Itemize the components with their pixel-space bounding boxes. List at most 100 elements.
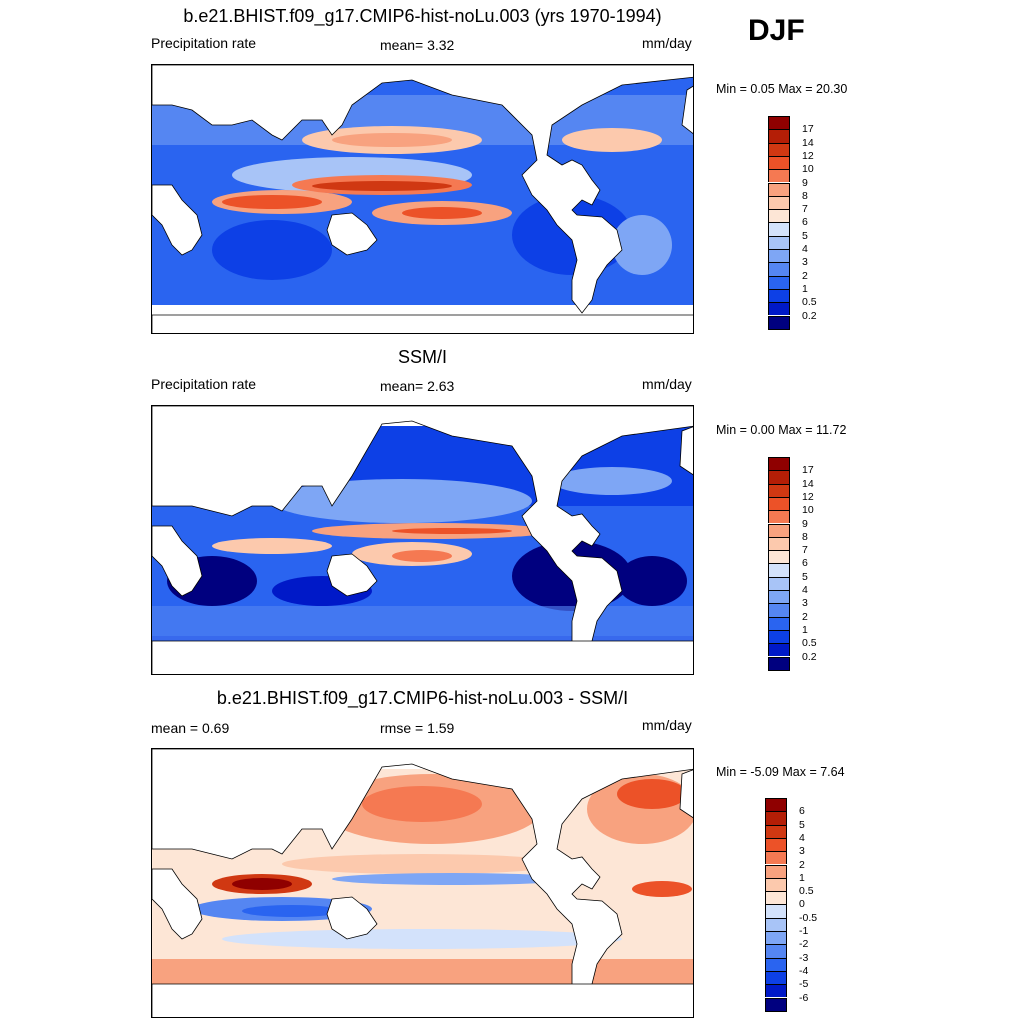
colorbar-swatch xyxy=(765,997,787,1012)
colorbar-label: 17 xyxy=(802,464,814,477)
colorbar-swatch xyxy=(768,155,790,170)
colorbar-label: -0.5 xyxy=(799,911,818,924)
colorbar-label: 12 xyxy=(802,490,814,503)
colorbar-swatch xyxy=(768,275,790,289)
colorbar-label: -6 xyxy=(799,991,809,1004)
panel-2-units: mm/day xyxy=(642,376,692,392)
panel-1-title: b.e21.BHIST.f09_g17.CMIP6-hist-noLu.003 … xyxy=(183,6,662,26)
panel-3-min-max: Min = -5.09 Max = 7.64 xyxy=(716,765,845,779)
colorbar-label: 3 xyxy=(802,256,808,269)
panel-1-map-canvas xyxy=(152,65,693,333)
colorbar-label: 9 xyxy=(802,176,808,189)
colorbar-swatch xyxy=(768,195,790,210)
season-label: DJF xyxy=(748,14,805,47)
panel-3-units: mm/day xyxy=(642,717,692,733)
colorbar-label: 0.5 xyxy=(802,637,817,650)
colorbar-swatch xyxy=(765,957,787,971)
panel-3-rmse: rmse = 1.59 xyxy=(380,720,455,736)
colorbar-label: 4 xyxy=(799,831,805,844)
colorbar-label: 7 xyxy=(802,544,808,557)
colorbar-label: 14 xyxy=(802,136,814,149)
colorbar-swatch xyxy=(768,129,790,143)
colorbar-swatch xyxy=(765,877,787,892)
panel-1-min-max: Min = 0.05 Max = 20.30 xyxy=(716,82,848,96)
panel-3-map xyxy=(151,748,694,1018)
colorbar-label: 12 xyxy=(802,149,814,162)
colorbar-swatch xyxy=(765,917,787,931)
colorbar-swatch xyxy=(765,944,787,958)
colorbar-label: 1 xyxy=(799,871,805,884)
colorbar-swatch xyxy=(768,563,790,577)
colorbar-swatch xyxy=(768,262,790,276)
colorbar-swatch xyxy=(768,496,790,511)
colorbar-label: 3 xyxy=(799,845,805,858)
panel-2-title: SSM/I xyxy=(397,347,447,367)
colorbar-swatch xyxy=(768,142,790,156)
panel-2-left-label: Precipitation rate xyxy=(151,376,257,392)
colorbar-swatch xyxy=(768,590,790,604)
panel-2-mean: mean= 2.63 xyxy=(380,378,455,394)
panel-3-mean: mean = 0.69 xyxy=(151,720,230,736)
colorbar-swatch xyxy=(768,483,790,497)
colorbar-label: 5 xyxy=(802,229,808,242)
colorbar-swatch xyxy=(768,222,790,236)
colorbar-label: 14 xyxy=(802,477,814,490)
colorbar-swatch xyxy=(768,510,790,524)
colorbar-label: 6 xyxy=(802,216,808,229)
colorbar-label: 1 xyxy=(802,282,808,295)
panel-2-map xyxy=(151,405,694,675)
colorbar-label: 1 xyxy=(802,623,808,636)
colorbar-label: 10 xyxy=(802,504,814,517)
colorbar-swatch xyxy=(768,116,790,130)
colorbar-swatch xyxy=(768,656,790,671)
panel-3-coastlines xyxy=(152,749,693,1017)
colorbar-label: 2 xyxy=(802,610,808,623)
colorbar-swatch xyxy=(768,603,790,617)
colorbar-label: 0.5 xyxy=(802,296,817,309)
colorbar-swatch xyxy=(768,249,790,263)
colorbar-swatch xyxy=(765,837,787,852)
panel-3-title: b.e21.BHIST.f09_g17.CMIP6-hist-noLu.003 … xyxy=(216,688,629,708)
panel-1-coastlines xyxy=(152,65,693,333)
colorbar-swatch xyxy=(768,550,790,564)
colorbar-swatch xyxy=(765,891,787,905)
colorbar-swatch xyxy=(768,470,790,484)
colorbar-swatch xyxy=(768,182,790,196)
colorbar-label: 10 xyxy=(802,163,814,176)
colorbar-label: 0.2 xyxy=(802,650,817,663)
colorbar-swatch xyxy=(768,209,790,223)
colorbar-label: -1 xyxy=(799,925,809,937)
colorbar-label: -4 xyxy=(799,964,809,977)
colorbar-label: 2 xyxy=(799,858,805,871)
colorbar-swatch xyxy=(768,288,790,303)
panel-2-min-max: Min = 0.00 Max = 11.72 xyxy=(716,423,847,437)
panel-2-coastlines xyxy=(152,406,693,674)
colorbar-swatch xyxy=(768,536,790,551)
colorbar-swatch xyxy=(765,851,787,865)
colorbar-label: 0.2 xyxy=(802,309,817,322)
colorbar-swatch xyxy=(768,235,790,249)
colorbar-swatch xyxy=(768,523,790,537)
colorbar-swatch xyxy=(768,169,790,183)
colorbar-label: 7 xyxy=(802,203,808,216)
colorbar-swatch xyxy=(768,315,790,330)
colorbar-swatch xyxy=(768,576,790,590)
colorbar-label: 5 xyxy=(802,570,808,583)
colorbar-swatch xyxy=(768,616,790,630)
colorbar-label: 17 xyxy=(802,123,814,136)
panel-1-map xyxy=(151,64,694,334)
colorbar-label: -2 xyxy=(799,938,809,951)
colorbar-label: 4 xyxy=(802,243,808,255)
colorbar-label: 8 xyxy=(802,530,808,543)
panel-1-left-label: Precipitation rate xyxy=(151,35,257,51)
colorbar-swatch xyxy=(765,931,787,945)
panel-1-mean: mean= 3.32 xyxy=(380,37,455,53)
colorbar-label: 4 xyxy=(802,584,808,596)
colorbar-label: 0.5 xyxy=(799,885,814,898)
panel-1-units: mm/day xyxy=(642,35,692,51)
colorbar-swatch xyxy=(765,824,787,838)
colorbar-swatch xyxy=(768,302,790,316)
colorbar-swatch xyxy=(765,864,787,878)
colorbar-label: 3 xyxy=(802,597,808,610)
colorbar-label: 6 xyxy=(799,805,805,818)
